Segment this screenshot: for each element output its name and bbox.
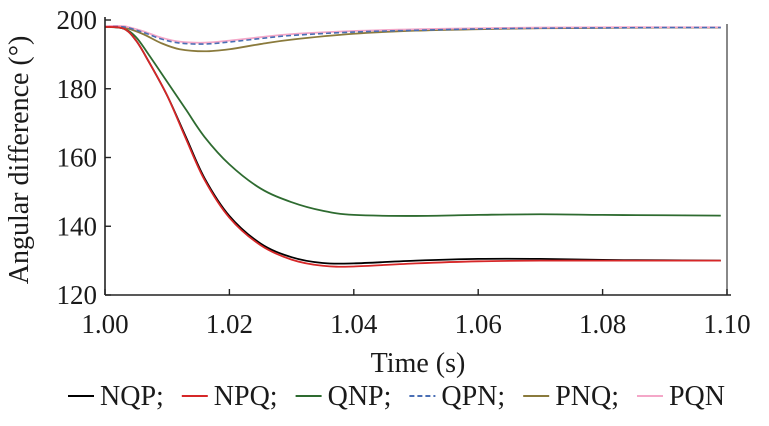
plot-area (104, 24, 721, 268)
legend-entry-npq: NPQ; (181, 381, 278, 412)
y-tick-label: 200 (57, 5, 98, 35)
legend-label: PQN (669, 381, 725, 412)
series-line-pqn (104, 24, 721, 44)
series-line-qnp (104, 25, 721, 217)
series-line-qpn (104, 25, 721, 45)
x-axis-label: Time (s) (371, 348, 466, 379)
series-line-pnq (104, 25, 721, 53)
series-line-nqp (104, 25, 721, 265)
y-axis-label: Angular difference (°) (4, 36, 35, 285)
legend-entry-nqp: NQP; (68, 381, 164, 412)
legend-entry-pqn: PQN (636, 381, 725, 412)
y-tick-label: 180 (57, 74, 98, 104)
legend-label: PNQ; (555, 381, 619, 412)
series-line-npq (104, 25, 721, 268)
x-tick-label: 1.04 (330, 309, 378, 339)
y-tick-label: 140 (57, 211, 98, 241)
x-tick-label: 1.08 (579, 309, 626, 339)
legend-label: NPQ; (214, 381, 278, 412)
x-tick-label: 1.00 (81, 309, 128, 339)
x-tick-label: 1.06 (455, 309, 502, 339)
legend-entry-pnq: PNQ; (523, 381, 619, 412)
legend-entry-qpn: QPN; (409, 381, 505, 412)
axes (104, 17, 731, 296)
legend: NQP; NPQ; QNP; QPN; PNQ; PQN (68, 381, 725, 412)
tick-labels: 1.00 1.02 1.04 1.06 1.08 1.10 120 140 160 180 200 (57, 5, 751, 339)
y-tick-label: 120 (57, 280, 98, 310)
legend-label: QPN; (441, 381, 505, 412)
x-tick-label: 1.02 (206, 309, 253, 339)
y-tick-label: 160 (57, 143, 98, 173)
x-tick-label: 1.10 (703, 309, 750, 339)
legend-label: NQP; (100, 381, 164, 412)
legend-label: QNP; (328, 381, 392, 412)
legend-entry-qnp: QNP; (295, 381, 392, 412)
